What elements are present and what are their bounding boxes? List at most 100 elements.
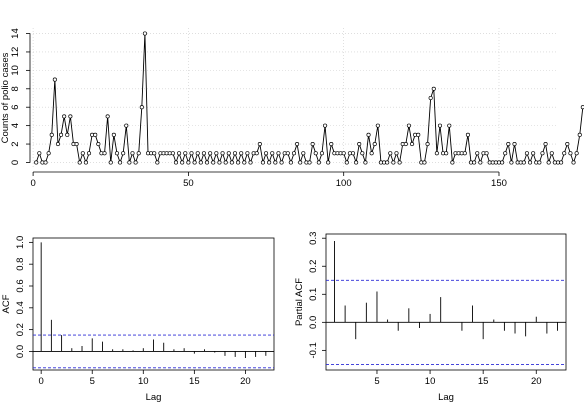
data-point xyxy=(242,160,247,165)
data-point xyxy=(319,151,325,156)
data-point xyxy=(189,151,194,156)
data-point xyxy=(369,151,374,156)
data-point xyxy=(478,160,483,165)
data-point xyxy=(295,142,300,147)
x-tick-label: 0 xyxy=(30,178,35,189)
y-tick-label: 14 xyxy=(10,28,21,39)
data-point xyxy=(394,151,399,156)
data-point xyxy=(198,160,203,165)
data-point xyxy=(83,160,88,165)
x-axis-label: Lag xyxy=(438,392,454,403)
data-point xyxy=(531,151,536,156)
data-point xyxy=(152,151,157,156)
data-point xyxy=(416,132,421,137)
data-point xyxy=(118,160,123,165)
x-tick-label: 15 xyxy=(189,376,200,387)
data-point xyxy=(46,151,51,156)
data-point xyxy=(86,151,92,156)
data-point xyxy=(357,142,362,147)
x-tick-label: 0 xyxy=(39,376,44,387)
data-point xyxy=(360,151,365,156)
data-point xyxy=(111,132,116,137)
data-point xyxy=(263,151,269,156)
y-tick-label: 0.3 xyxy=(308,232,319,245)
plot-frame xyxy=(32,237,275,371)
data-point xyxy=(177,151,182,156)
data-point xyxy=(68,114,73,119)
data-point xyxy=(183,151,188,156)
data-point xyxy=(350,151,356,156)
series-line xyxy=(35,33,584,164)
data-point xyxy=(80,151,85,156)
y-tick-label: 8 xyxy=(10,86,21,91)
data-point xyxy=(105,114,110,119)
data-point xyxy=(422,160,427,165)
data-point xyxy=(313,151,318,156)
x-tick-label: 20 xyxy=(240,376,251,387)
data-point xyxy=(195,151,200,156)
y-tick-label: 4 xyxy=(10,123,21,128)
data-point xyxy=(173,160,179,165)
data-point xyxy=(223,160,228,165)
x-tick-label: 50 xyxy=(183,178,194,189)
y-axis-label: Partial ACF xyxy=(294,278,305,326)
y-tick-label: 10 xyxy=(10,65,21,76)
data-point xyxy=(301,151,306,156)
data-point xyxy=(503,151,508,156)
data-point xyxy=(270,151,275,156)
data-point xyxy=(114,151,120,156)
data-point xyxy=(273,160,278,165)
data-point xyxy=(298,160,303,165)
data-point xyxy=(444,151,449,156)
y-tick-label: 1.0 xyxy=(15,236,26,249)
data-point xyxy=(267,160,272,165)
y-tick-label: 0.4 xyxy=(15,301,26,314)
pacf-plot: 5 10 15 20 -0.1 0.0 0.1 0.2 0.3 Lag Partial ACF xyxy=(294,232,567,403)
data-point xyxy=(248,160,253,165)
x-tick-label: 100 xyxy=(336,178,352,189)
data-point xyxy=(537,160,542,165)
data-point xyxy=(447,123,452,128)
data-point xyxy=(580,105,584,110)
data-point xyxy=(406,123,411,128)
data-point xyxy=(385,160,390,165)
data-point xyxy=(565,142,570,147)
data-point xyxy=(341,151,346,156)
data-point xyxy=(506,142,511,147)
data-point xyxy=(226,151,231,156)
data-point xyxy=(450,160,455,165)
plot-frame xyxy=(325,233,567,371)
data-point xyxy=(245,151,250,156)
data-point xyxy=(77,160,82,165)
data-point xyxy=(540,151,545,156)
y-tick-label: 0.1 xyxy=(308,288,319,301)
x-tick-label: 10 xyxy=(138,376,149,387)
data-point xyxy=(465,132,470,137)
data-point xyxy=(521,160,526,165)
data-point xyxy=(276,151,281,156)
data-point xyxy=(96,142,101,147)
data-point xyxy=(354,160,359,165)
data-point xyxy=(124,123,129,128)
data-point xyxy=(344,160,349,165)
data-point xyxy=(127,160,132,165)
data-point xyxy=(366,132,371,137)
data-point xyxy=(500,160,505,165)
data-point xyxy=(428,95,433,101)
data-point xyxy=(34,160,39,165)
x-tick-label: 10 xyxy=(425,376,436,387)
data-point xyxy=(403,142,408,147)
data-point xyxy=(409,142,415,147)
data-point xyxy=(363,160,368,165)
data-point xyxy=(475,151,480,156)
y-tick-label: 6 xyxy=(10,105,21,110)
data-point xyxy=(431,86,436,91)
x-tick-label: 15 xyxy=(478,376,489,387)
data-point xyxy=(93,132,98,137)
data-point xyxy=(291,151,297,156)
y-tick-label: 0.6 xyxy=(15,279,26,292)
x-tick-label: 5 xyxy=(90,376,95,387)
data-point xyxy=(62,114,67,119)
data-point xyxy=(288,160,293,165)
